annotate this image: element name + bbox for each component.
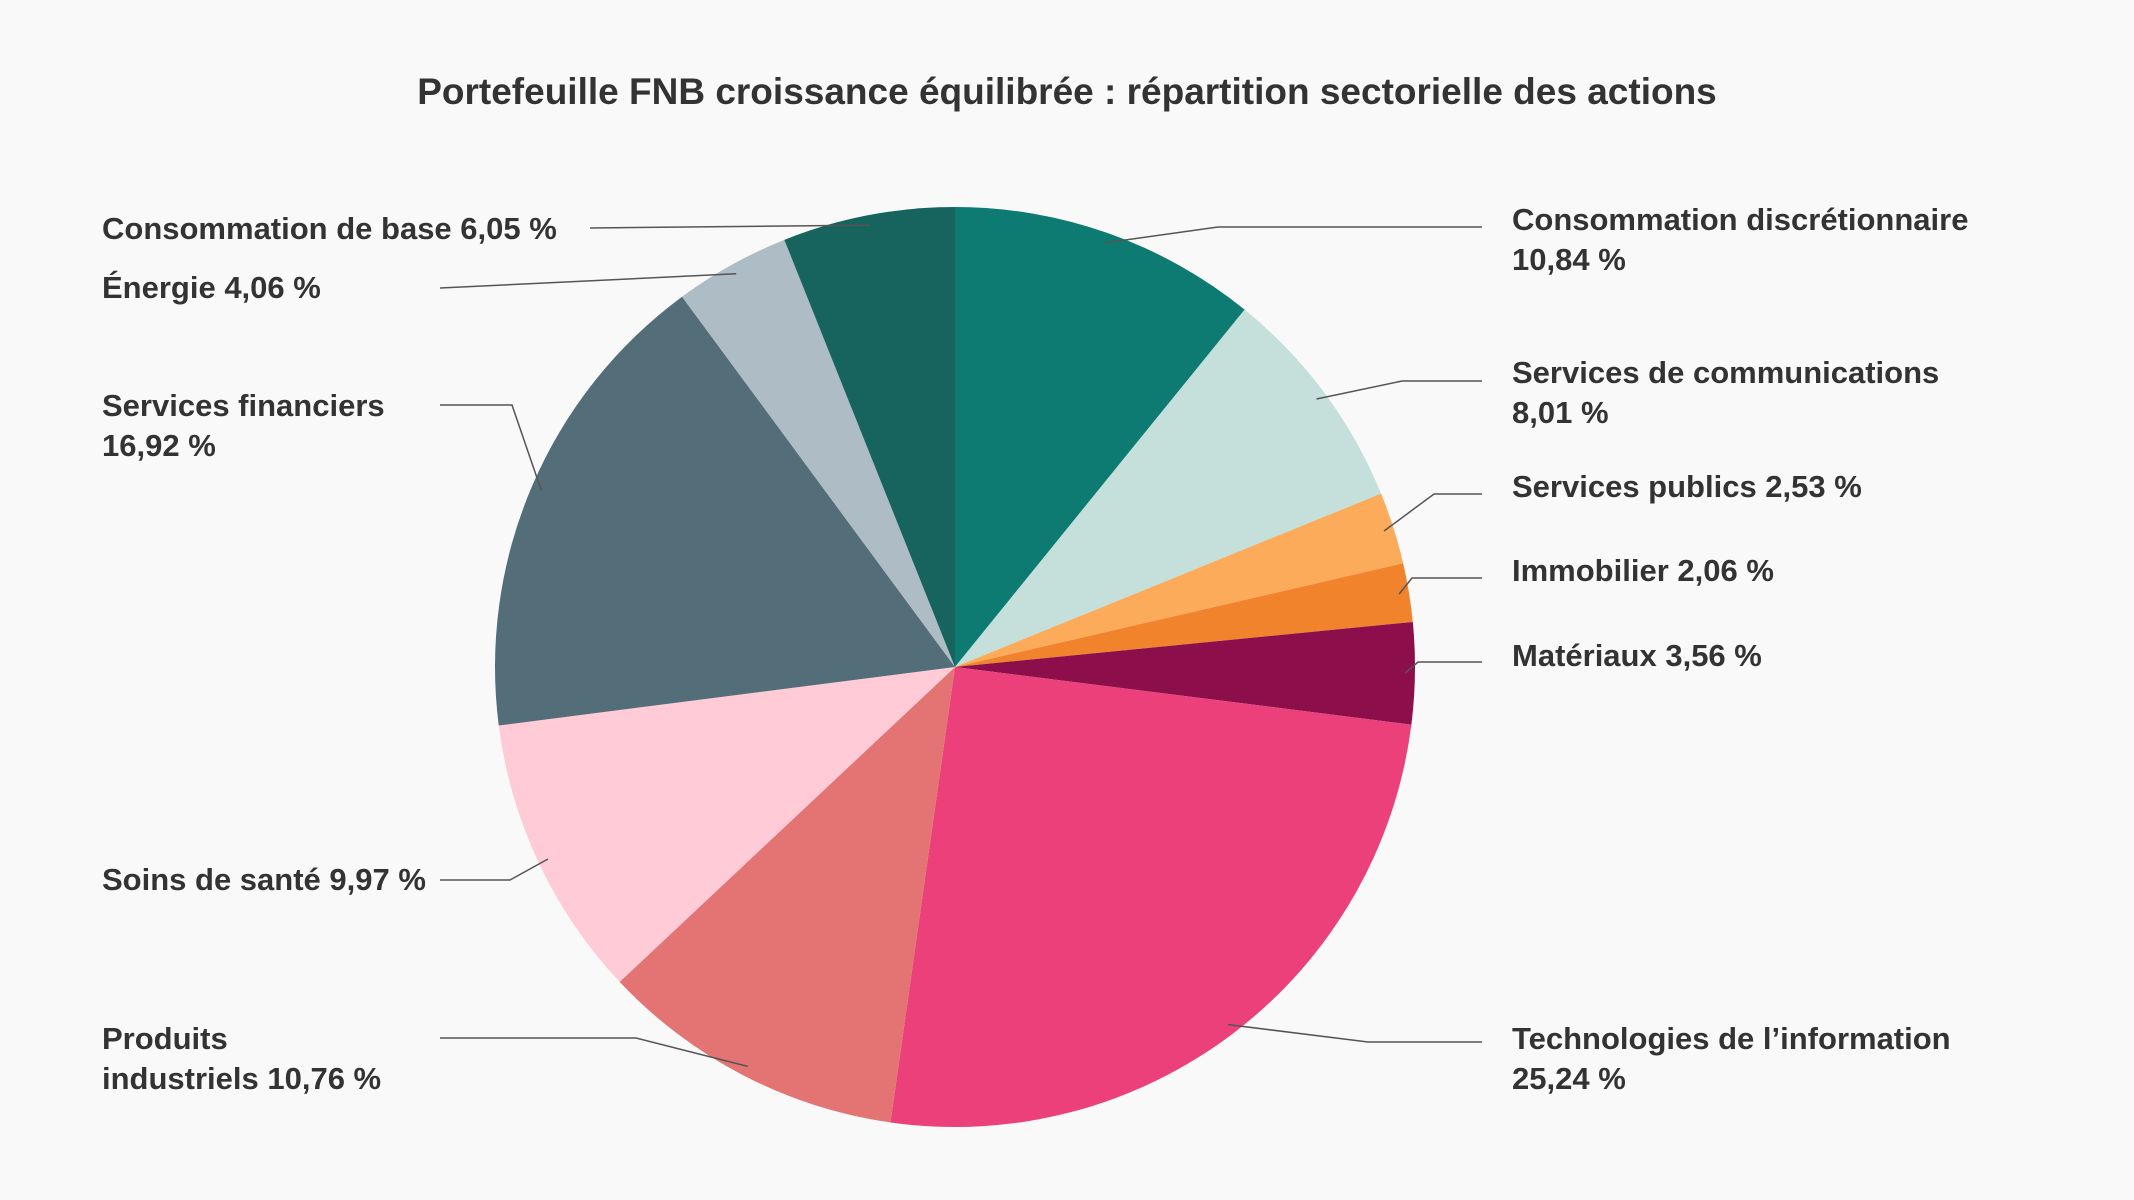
pie-slice — [955, 207, 1245, 667]
leader-line — [1105, 226, 1482, 244]
slice-label: Consommation discrétionnaire 10,84 % — [1512, 202, 1968, 277]
slice-label: Services financiers 16,92 % — [102, 388, 385, 463]
pie-slice — [955, 621, 1415, 725]
slice-label: Services de communications 8,01 % — [1512, 355, 1939, 430]
slice-label-line: Consommation discrétionnaire — [1512, 202, 1968, 237]
pie-slice — [495, 296, 955, 726]
pie-slice — [955, 563, 1413, 667]
slice-label-line: Énergie 4,06 % — [102, 270, 321, 305]
leader-line — [1383, 493, 1482, 532]
slice-label-line: Soins de santé 9,97 % — [102, 862, 426, 897]
pie-slice — [682, 239, 955, 667]
slice-label: Technologies de l’information 25,24 % — [1512, 1021, 1951, 1096]
leader-line — [439, 273, 737, 289]
leader-line — [1316, 380, 1482, 400]
pie-slices — [495, 207, 1415, 1127]
slice-label-line: Services publics 2,53 % — [1512, 469, 1862, 504]
leader-line — [589, 224, 871, 229]
leader-line — [440, 1037, 748, 1068]
leader-line — [1398, 577, 1482, 595]
pie-slice — [955, 309, 1382, 667]
slice-label-line: Immobilier 2,06 % — [1512, 553, 1774, 588]
slice-label-line: Consommation de base 6,05 % — [102, 211, 557, 246]
slice-label: Énergie 4,06 % — [102, 270, 321, 305]
slice-label: Services publics 2,53 % — [1512, 469, 1862, 504]
pie-slice — [890, 667, 1412, 1127]
slice-label: Consommation de base 6,05 % — [102, 211, 557, 246]
pie-slice — [619, 667, 955, 1123]
slice-label-line: industriels 10,76 % — [102, 1061, 381, 1096]
slice-label: Immobilier 2,06 % — [1512, 553, 1774, 588]
slice-label-line: Services financiers — [102, 388, 385, 423]
pie-slice — [498, 667, 955, 982]
pie-slice — [955, 493, 1404, 667]
slice-label-line: Produits — [102, 1021, 228, 1056]
leader-lines — [439, 224, 1482, 1068]
slice-label: Soins de santé 9,97 % — [102, 862, 426, 897]
leader-line — [1404, 661, 1482, 674]
slice-label: Matériaux 3,56 % — [1512, 638, 1762, 673]
slice-label-line: Technologies de l’information — [1512, 1021, 1951, 1056]
slice-label-line: 8,01 % — [1512, 395, 1609, 430]
leader-line — [440, 858, 549, 881]
slice-label-line: 10,84 % — [1512, 242, 1626, 277]
slice-label-line: 16,92 % — [102, 428, 216, 463]
slice-label-line: Matériaux 3,56 % — [1512, 638, 1762, 673]
slice-label-line: 25,24 % — [1512, 1061, 1626, 1096]
slice-label-line: Services de communications — [1512, 355, 1939, 390]
slice-label: Produits industriels 10,76 % — [102, 1021, 381, 1096]
pie-slice — [784, 207, 955, 667]
chart-title: Portefeuille FNB croissance équilibrée :… — [417, 71, 1717, 112]
leader-line — [440, 404, 542, 491]
leader-line — [1228, 1023, 1482, 1043]
slice-labels: Consommation discrétionnaire 10,84 % Servi… — [102, 202, 1968, 1096]
